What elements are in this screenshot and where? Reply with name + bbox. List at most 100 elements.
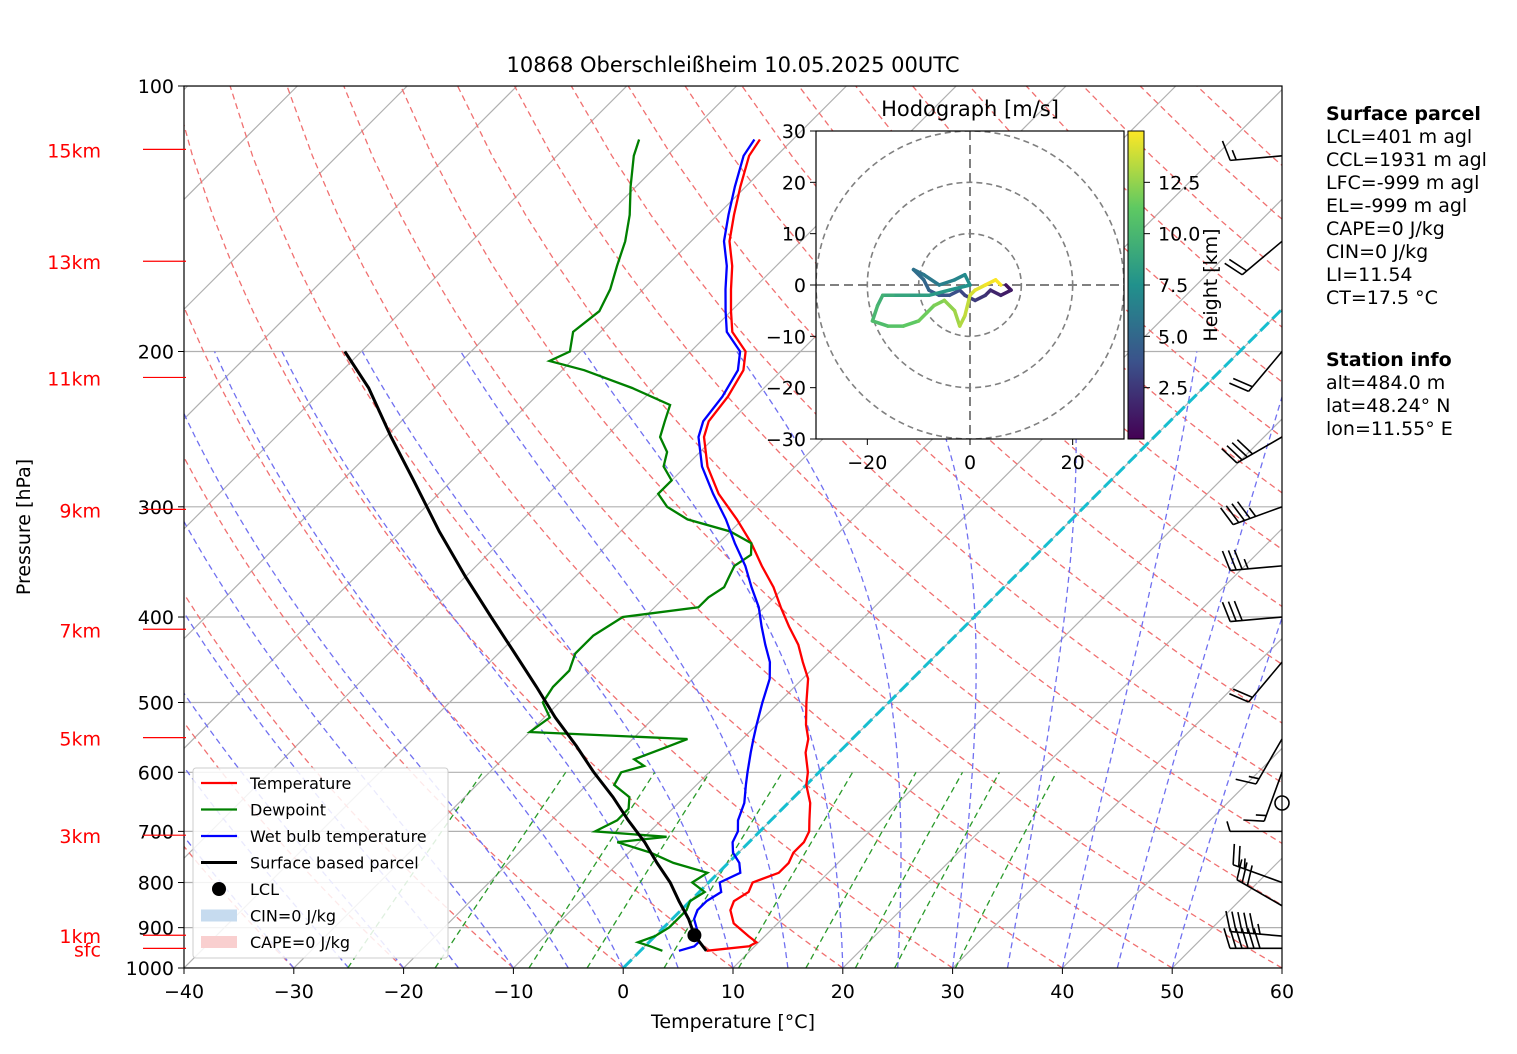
y-tick-label: 300 bbox=[138, 497, 174, 519]
wind-barb-flag bbox=[1253, 928, 1261, 949]
wind-barb-flag bbox=[1241, 862, 1248, 883]
dry-adiabat bbox=[286, 86, 1063, 968]
height-tick-label: 11km bbox=[47, 368, 101, 390]
dry-adiabat bbox=[400, 86, 1282, 968]
dry-adiabat bbox=[184, 305, 734, 968]
mixing-ratio-line bbox=[954, 771, 1057, 968]
moist-adiabat bbox=[460, 351, 789, 968]
hodograph-segment bbox=[973, 293, 988, 303]
wind-barb-flag bbox=[1228, 258, 1248, 272]
freezing-isotherm bbox=[622, 307, 1282, 968]
isotherm bbox=[184, 86, 518, 420]
wind-barbs bbox=[1220, 140, 1290, 950]
moist-adiabat bbox=[1116, 394, 1282, 968]
wind-barb-staff bbox=[1232, 863, 1283, 884]
x-tick-label: 60 bbox=[1270, 981, 1294, 1003]
wind-barb-staff bbox=[1236, 436, 1283, 464]
x-tick-label: −30 bbox=[274, 981, 314, 1003]
hodograph-segment bbox=[973, 283, 988, 292]
colorbar-tick-label: 2.5 bbox=[1158, 378, 1188, 400]
wind-barb-half-flag bbox=[1255, 814, 1267, 817]
x-tick-label: 40 bbox=[1050, 981, 1074, 1003]
colorbar-label: Height [km] bbox=[1200, 228, 1222, 341]
moist-adiabat bbox=[281, 351, 679, 968]
legend-box bbox=[192, 767, 449, 959]
isotherm bbox=[184, 86, 847, 750]
chart-axes: −40 −30 −20 −10 0 10 20 30 40 50 60100200300400500… bbox=[47, 76, 1294, 1003]
wind-barb-flag bbox=[1231, 911, 1237, 933]
legend-label: CAPE=0 J/kg bbox=[250, 933, 350, 952]
colorbar-tick-label: 10.0 bbox=[1158, 224, 1200, 246]
mixing-ratio-line bbox=[894, 771, 1000, 968]
hodograph-segment bbox=[963, 293, 972, 318]
legend-swatch bbox=[201, 936, 237, 948]
wind-barb-flag bbox=[1223, 928, 1231, 949]
station-info-panel: Station info alt=484.0 m lat=48.24° N lo… bbox=[1326, 349, 1453, 441]
isotherm bbox=[842, 527, 1282, 968]
hodograph-plot bbox=[816, 131, 1124, 439]
legend-swatch bbox=[201, 909, 237, 922]
dry-adiabat bbox=[184, 456, 624, 968]
wind-barb-staff bbox=[1230, 930, 1283, 937]
isotherm bbox=[952, 637, 1282, 968]
parcel-el: EL=-999 m agl bbox=[1326, 195, 1468, 217]
station-alt: alt=484.0 m bbox=[1326, 372, 1446, 394]
moist-adiabat bbox=[1061, 351, 1198, 968]
hodograph-x-tick-label: 0 bbox=[964, 452, 976, 474]
hodograph-segment bbox=[952, 272, 967, 282]
wind-barb-staff bbox=[1230, 616, 1283, 623]
x-tick-label: −10 bbox=[493, 981, 533, 1003]
wind-barb-flag bbox=[1236, 501, 1251, 519]
legend-label: Surface based parcel bbox=[250, 854, 419, 873]
wind-barb-staff bbox=[1241, 240, 1283, 276]
hodograph-segment bbox=[932, 298, 947, 308]
colorbar-tick-label: 12.5 bbox=[1158, 172, 1200, 194]
wind-barb-flag bbox=[1243, 819, 1265, 822]
height-tick-label: 1km bbox=[59, 926, 101, 948]
y-tick-label: 600 bbox=[138, 762, 174, 784]
hodograph: Hodograph [m/s] −20 0 20 30 20 10 0 −10 −20 −30 2.5… bbox=[766, 97, 1222, 474]
hodograph-segment bbox=[870, 319, 890, 328]
hodograph-segment bbox=[947, 288, 962, 298]
wind-barb-half-flag bbox=[1226, 821, 1231, 832]
mixing-ratio-line bbox=[434, 771, 567, 968]
wind-barb-flag bbox=[1226, 445, 1243, 461]
hodograph-segment bbox=[875, 293, 885, 308]
x-tick-label: 20 bbox=[831, 981, 855, 1003]
moist-adiabat bbox=[910, 351, 977, 968]
wind-barb-flag bbox=[1221, 140, 1231, 161]
height-tick-label: 9km bbox=[59, 500, 101, 522]
colorbar bbox=[1127, 130, 1145, 440]
height-tick-label: 13km bbox=[47, 252, 101, 274]
wind-barb-flag bbox=[1220, 507, 1234, 526]
hodograph-segment bbox=[901, 319, 921, 328]
wind-barb-flag bbox=[1232, 843, 1236, 865]
wind-barb-flag bbox=[1246, 865, 1253, 886]
wind-barb-flag bbox=[1227, 550, 1237, 571]
hodograph-segment bbox=[937, 278, 957, 287]
parcel-li: LI=11.54 bbox=[1326, 264, 1413, 286]
hodograph-y-tick-label: −10 bbox=[766, 326, 806, 348]
hodograph-y-tick-label: −30 bbox=[766, 429, 806, 451]
dry-adiabat bbox=[855, 86, 1282, 494]
parcel-ct: CT=17.5 °C bbox=[1326, 287, 1438, 309]
hodograph-segment bbox=[927, 288, 952, 298]
x-tick-label: −20 bbox=[384, 981, 424, 1003]
surface-based-parcel-line bbox=[343, 350, 708, 952]
y-tick-label: 100 bbox=[138, 76, 174, 98]
dry-adiabat bbox=[229, 86, 953, 968]
hodograph-segment bbox=[916, 303, 936, 323]
hodograph-segment bbox=[957, 314, 967, 328]
wind-barb-flag bbox=[1229, 692, 1249, 703]
y-tick-label: 500 bbox=[138, 692, 174, 714]
height-tick-label: 7km bbox=[59, 620, 101, 642]
wind-barb-flag bbox=[1243, 912, 1249, 934]
colorbar-tick-label: 5.0 bbox=[1158, 326, 1188, 348]
legend-label: LCL bbox=[250, 880, 279, 899]
hodograph-segment bbox=[999, 288, 1013, 298]
wind-barb-staff bbox=[1247, 661, 1283, 703]
hodograph-y-tick-label: 10 bbox=[782, 224, 806, 246]
isotherm bbox=[1061, 747, 1282, 968]
hodograph-y-tick-label: 20 bbox=[782, 172, 806, 194]
